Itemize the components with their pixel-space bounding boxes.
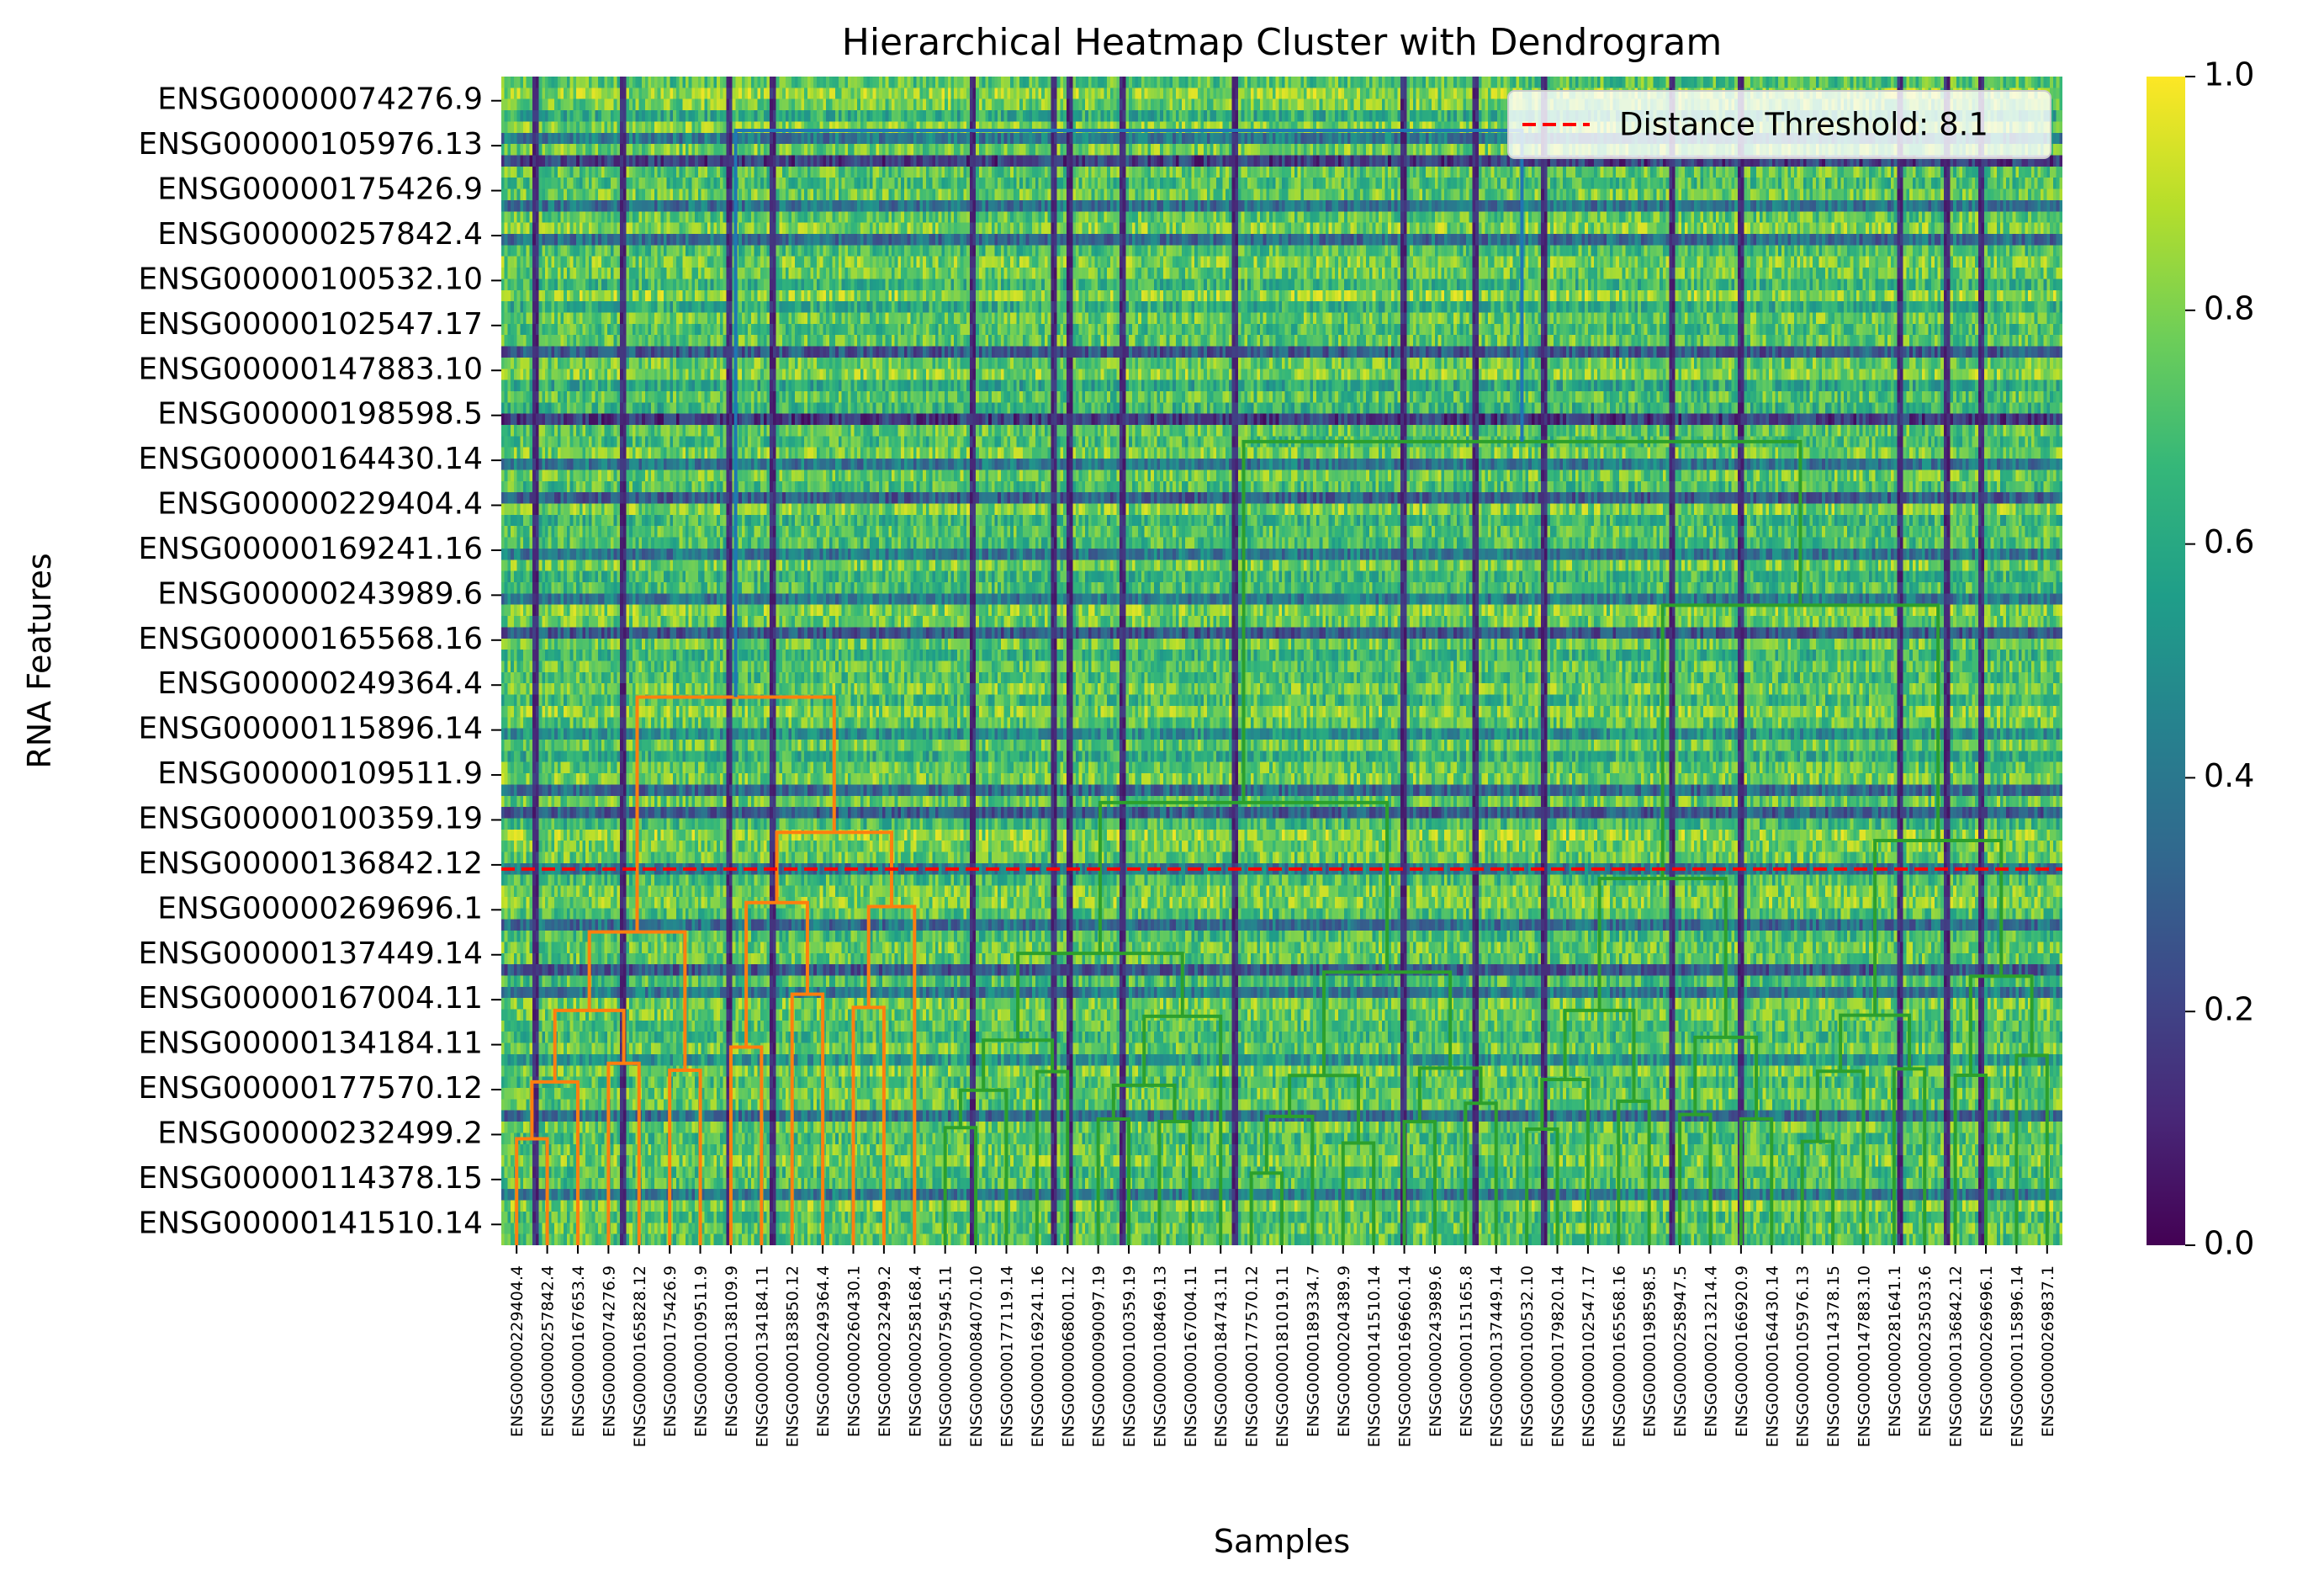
y-tick-label: ENSG00000147883.10 [138,352,483,386]
x-tick-label: ENSG00000075945.11 [937,1265,956,1447]
colorbar-ticks: 0.0 0.2 0.4 0.6 0.8 1.0 [2185,56,2254,1262]
x-tick-labels: ENSG00000229404.4 ENSG00000257842.4 ENSG00… [508,1245,2057,1447]
y-tick-label: ENSG00000102547.17 [138,307,483,342]
x-tick-label: ENSG00000100532.10 [1518,1265,1537,1447]
y-tick-label: ENSG00000167004.11 [138,981,483,1016]
chart-title: Hierarchical Heatmap Cluster with Dendro… [842,21,1722,64]
x-tick-label: ENSG00000167653.4 [569,1265,588,1437]
y-tick-label: ENSG00000169241.16 [138,532,483,566]
y-tick-label: ENSG00000105976.13 [138,127,483,162]
x-tick-label: ENSG00000235033.6 [1916,1265,1935,1437]
x-tick-label: ENSG00000105976.13 [1794,1265,1813,1447]
x-tick-label: ENSG00000175426.9 [661,1265,680,1437]
x-tick-label: ENSG00000229404.4 [508,1265,527,1437]
x-tick-label: ENSG00000165568.16 [1610,1265,1628,1447]
x-tick-label: ENSG00000281641.1 [1886,1265,1904,1437]
y-tick-label: ENSG00000243989.6 [157,576,483,611]
x-tick-label: ENSG00000090097.19 [1090,1265,1109,1447]
x-tick-label: ENSG00000166920.9 [1733,1265,1751,1437]
x-tick-label: ENSG00000198598.5 [1641,1265,1660,1437]
x-tick-label: ENSG00000109511.9 [692,1265,711,1437]
y-tick-label: ENSG00000141510.14 [138,1206,483,1240]
y-tick-label: ENSG00000232499.2 [157,1116,483,1150]
y-tick-label: ENSG00000115896.14 [138,712,483,746]
colorbar-tick-label: 0.4 [2204,757,2254,794]
x-tick-label: ENSG00000114378.15 [1824,1265,1843,1447]
y-tick-label: ENSG00000114378.15 [138,1161,483,1196]
x-tick-label: ENSG00000249364.4 [814,1265,833,1437]
x-tick-label: ENSG00000181019.11 [1273,1265,1292,1447]
x-tick-label: ENSG00000184743.11 [1212,1265,1231,1447]
y-tick-label: ENSG00000269696.1 [157,891,483,926]
legend: Distance Threshold: 8.1 [1507,90,2051,159]
x-tick-label: ENSG00000137449.14 [1488,1265,1506,1447]
y-tick-label: ENSG00000257842.4 [157,217,483,252]
dendrogram-root-link [733,129,1524,698]
legend-label: Distance Threshold: 8.1 [1619,107,1988,143]
x-tick-label: ENSG00000102547.17 [1580,1265,1598,1447]
y-tick-label: ENSG00000134184.11 [138,1026,483,1061]
y-tick-label: ENSG00000074276.9 [157,82,483,117]
y-tick-label: ENSG00000198598.5 [157,397,483,432]
y-tick-label: ENSG00000177570.12 [138,1071,483,1106]
colorbar-tick-label: 0.8 [2204,289,2254,326]
colorbar-tick-label: 0.6 [2204,523,2254,560]
x-tick-label: ENSG00000243989.6 [1427,1265,1445,1437]
x-tick-label: ENSG00000258168.4 [906,1265,924,1437]
y-tick-labels: ENSG00000074276.9 ENSG00000105976.13 ENSG0… [138,82,501,1240]
x-tick-label: ENSG00000136842.12 [1947,1265,1966,1447]
y-tick-label: ENSG00000164430.14 [138,442,483,476]
x-tick-label: ENSG00000177570.12 [1243,1265,1262,1447]
colorbar-gradient [2147,77,2185,1245]
x-tick-label: ENSG00000147883.10 [1855,1265,1873,1447]
x-tick-label: ENSG00000165828.12 [631,1265,649,1447]
legend-box [1507,90,2051,159]
y-tick-label: ENSG00000100359.19 [138,801,483,835]
y-tick-label: ENSG00000229404.4 [157,487,483,522]
x-tick-label: ENSG00000189334.7 [1304,1265,1322,1437]
y-tick-label: ENSG00000136842.12 [138,846,483,881]
y-tick-label: ENSG00000249364.4 [157,666,483,701]
x-tick-label: ENSG00000232499.2 [876,1265,894,1437]
x-tick-label: ENSG00000115165.8 [1457,1265,1475,1437]
x-tick-label: ENSG00000204389.9 [1335,1265,1353,1437]
x-tick-label: ENSG00000269837.1 [2039,1265,2057,1437]
y-tick-label: ENSG00000109511.9 [157,756,483,791]
y-tick-label: ENSG00000100532.10 [138,262,483,296]
x-tick-label: ENSG00000100359.19 [1120,1265,1139,1447]
x-tick-label: ENSG00000213214.4 [1702,1265,1720,1437]
x-tick-label: ENSG00000183850.12 [784,1265,802,1447]
x-axis-label: Samples [1214,1523,1350,1560]
x-tick-label: ENSG00000257842.4 [539,1265,558,1437]
colorbar: 0.0 0.2 0.4 0.6 0.8 1.0 [2147,56,2254,1262]
x-tick-label: ENSG00000269696.1 [1977,1265,1996,1437]
x-tick-label: ENSG00000167004.11 [1182,1265,1200,1447]
y-tick-label: ENSG00000175426.9 [157,172,483,207]
x-tick-label: ENSG00000068001.12 [1059,1265,1077,1447]
colorbar-tick-label: 1.0 [2204,56,2254,93]
x-tick-label: ENSG00000134184.11 [753,1265,771,1447]
x-tick-label: ENSG00000164430.14 [1763,1265,1781,1447]
x-tick-label: ENSG00000260430.1 [845,1265,864,1437]
x-tick-label: ENSG00000169660.14 [1396,1265,1415,1447]
y-axis-label: RNA Features [21,553,58,768]
y-tick-label: ENSG00000165568.16 [138,622,483,656]
x-tick-label: ENSG00000258947.5 [1671,1265,1690,1437]
x-tick-label: ENSG00000177119.14 [998,1265,1016,1447]
colorbar-tick-label: 0.0 [2204,1225,2254,1262]
x-tick-label: ENSG00000084070.10 [967,1265,986,1447]
x-tick-label: ENSG00000074276.9 [600,1265,618,1437]
y-tick-label: ENSG00000137449.14 [138,936,483,971]
x-tick-label: ENSG00000169241.16 [1029,1265,1047,1447]
x-tick-label: ENSG00000108469.13 [1151,1265,1169,1447]
x-tick-label: ENSG00000115896.14 [2008,1265,2026,1447]
x-tick-label: ENSG00000138109.9 [723,1265,741,1437]
dendrogram [515,129,2049,1245]
x-tick-label: ENSG00000179820.14 [1549,1265,1568,1447]
colorbar-tick-label: 0.2 [2204,991,2254,1028]
x-tick-label: ENSG00000141510.14 [1365,1265,1384,1447]
